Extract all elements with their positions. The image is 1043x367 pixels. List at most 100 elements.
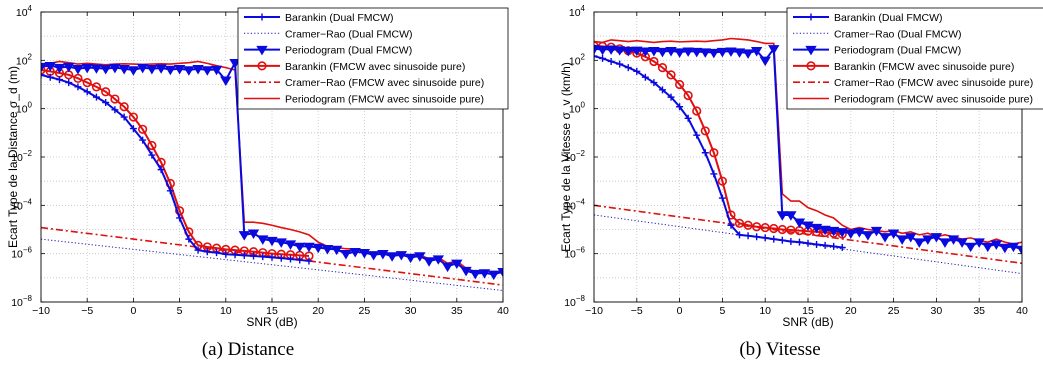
triangle-marker	[922, 235, 934, 245]
triangle-marker	[451, 259, 463, 270]
circle-marker	[119, 102, 129, 112]
triangle-marker	[939, 238, 951, 248]
y-axis-label: Ecart Type de la Distance σ_d (m)	[6, 66, 20, 248]
triangle-marker	[41, 62, 47, 73]
triangle-marker	[896, 235, 908, 245]
triangle-marker	[631, 46, 643, 57]
y-tick-label: 100	[16, 101, 33, 116]
x-tick-label: 20	[845, 305, 857, 317]
plus-marker	[46, 73, 54, 81]
triangle-marker	[810, 223, 823, 234]
circle-marker	[752, 222, 762, 232]
triangle-marker	[99, 65, 112, 75]
y-tick-label: 10−8	[11, 294, 32, 309]
y-tick-label: 10−4	[11, 197, 32, 212]
x-tick-label: 15	[802, 305, 814, 317]
triangle-marker	[238, 231, 250, 241]
plus-marker	[129, 125, 137, 133]
triangle-marker	[109, 63, 121, 74]
x-tick-label: 35	[451, 305, 463, 317]
circle-marker	[138, 124, 148, 134]
plus-marker	[830, 242, 838, 250]
legend-entry: Cramer−Rao (Dual FMCW)	[285, 28, 412, 40]
triangle-marker	[247, 229, 260, 240]
plus-marker	[594, 52, 598, 60]
y-axis-label: Ecart Type de la Vitesse σ_v (km/h)	[559, 62, 573, 252]
plus-marker	[804, 239, 812, 247]
triangle-marker	[367, 251, 380, 261]
triangle-marker	[673, 48, 686, 58]
x-tick-label: 20	[312, 305, 324, 317]
triangle-marker	[340, 249, 352, 260]
triangle-marker	[183, 66, 195, 76]
plus-marker	[74, 83, 82, 91]
triangle-marker	[836, 228, 848, 238]
triangle-marker	[733, 48, 746, 58]
plus-marker	[176, 214, 184, 222]
circle-marker	[709, 148, 719, 158]
triangle-marker	[173, 65, 186, 75]
triangle-marker	[136, 63, 149, 74]
plus-marker	[778, 236, 786, 244]
triangle-marker	[956, 238, 968, 248]
x-tick-label: 0	[677, 305, 683, 317]
plus-marker	[813, 240, 821, 248]
circle-marker	[717, 176, 728, 186]
triangle-marker	[819, 225, 831, 236]
triangle-marker	[716, 47, 729, 58]
triangle-marker	[613, 46, 626, 56]
y-tick-label: 104	[569, 4, 586, 19]
triangle-marker	[973, 238, 985, 248]
triangle-marker	[358, 248, 371, 259]
plus-marker	[676, 103, 684, 111]
y-tick-label: 102	[16, 52, 33, 67]
plus-marker	[838, 243, 846, 251]
triangle-marker	[146, 65, 158, 75]
plus-marker	[624, 64, 632, 72]
y-tick-label: 10−8	[564, 294, 585, 309]
legend-entry: Periodogram (Dual FMCW)	[834, 45, 961, 57]
triangle-marker	[303, 242, 315, 253]
plus-marker	[727, 221, 735, 229]
x-tick-label: 40	[497, 305, 509, 317]
triangle-marker	[256, 45, 268, 56]
triangle-marker	[759, 56, 771, 67]
triangle-marker	[1016, 245, 1022, 256]
y-tick-label: 10−4	[564, 197, 585, 212]
x-tick-label: 0	[130, 305, 136, 317]
series-line-3	[41, 68, 310, 258]
plus-marker	[761, 234, 769, 242]
plus-marker	[222, 250, 230, 258]
plus-marker	[599, 54, 607, 62]
triangle-marker	[330, 245, 343, 256]
circle-marker	[128, 112, 138, 122]
triangle-marker	[488, 270, 500, 281]
triangle-marker	[155, 64, 167, 74]
legend-entry: Barankin (Dual FMCW)	[834, 12, 943, 24]
triangle-marker	[192, 65, 204, 75]
x-axis-label: SNR (dB)	[782, 315, 833, 329]
x-tick-label: 30	[405, 305, 417, 317]
plus-marker	[102, 98, 110, 106]
plus-marker	[650, 79, 658, 87]
triangle-marker	[870, 226, 883, 237]
y-tick-label: 102	[569, 52, 586, 67]
circle-marker	[734, 218, 745, 228]
circle-marker	[73, 73, 83, 83]
triangle-marker	[63, 62, 75, 73]
triangle-marker	[879, 233, 891, 243]
triangle-marker	[930, 233, 943, 243]
plus-marker	[83, 88, 91, 96]
triangle-marker	[284, 240, 297, 250]
triangle-marker	[127, 66, 140, 76]
legend: Barankin (Dual FMCW) Cramer−Rao (Dual FMC…	[786, 7, 1043, 110]
plus-marker	[259, 253, 267, 261]
series-group	[41, 58, 503, 291]
plus-marker	[770, 235, 778, 243]
triangle-marker	[201, 66, 214, 76]
legend-entry: Barankin (FMCW avec sinusoide pure)	[285, 61, 465, 73]
plus-marker	[701, 149, 709, 157]
triangle-marker	[404, 253, 417, 264]
plus-marker	[166, 187, 174, 195]
plus-marker	[92, 93, 100, 101]
